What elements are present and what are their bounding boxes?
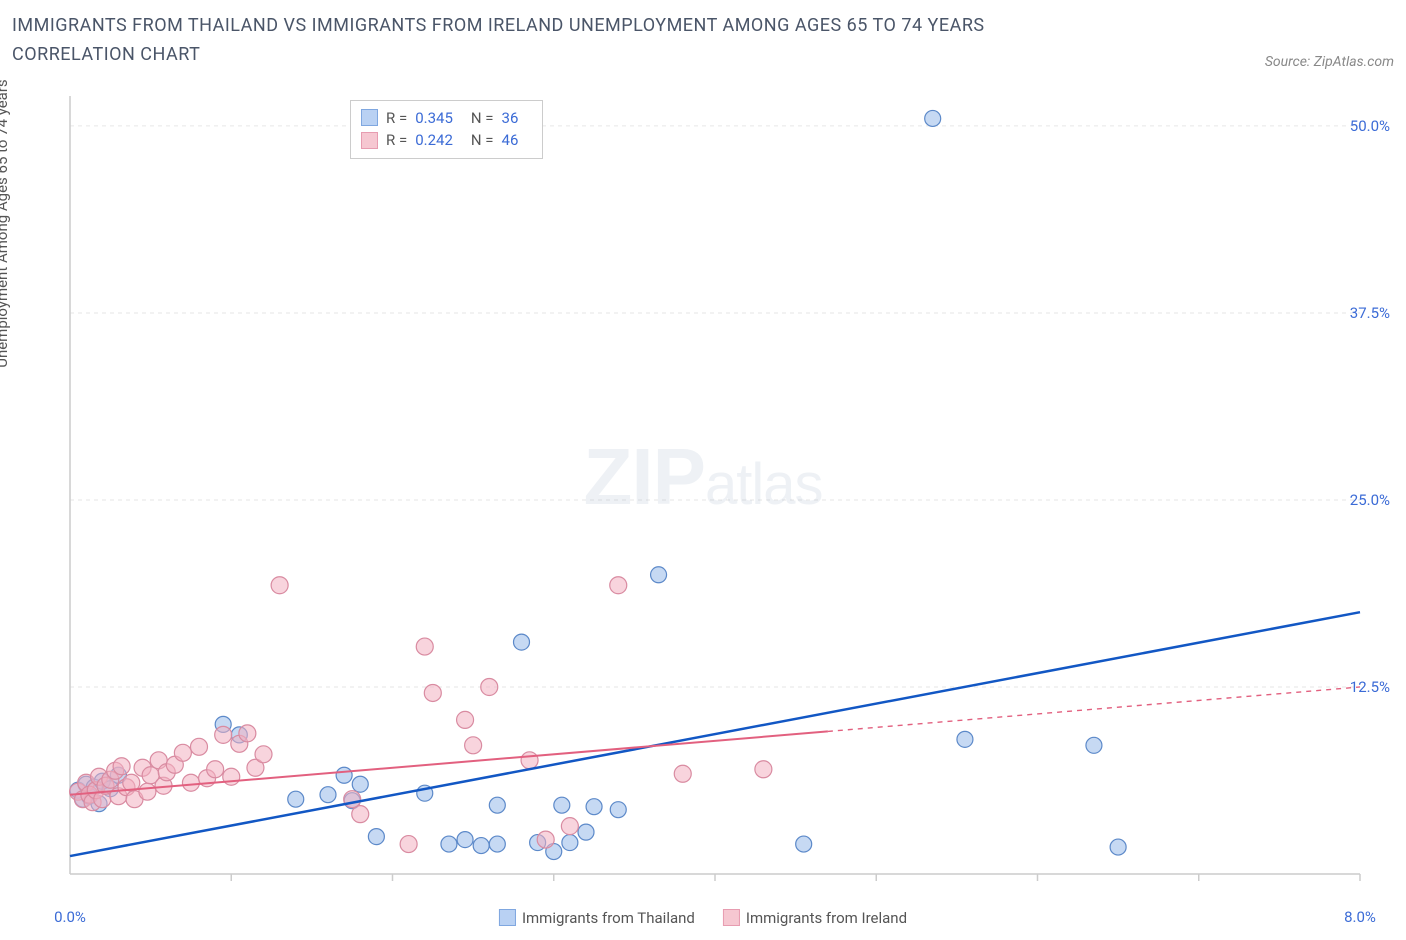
y-axis-label: Unemployment Among Ages 65 to 74 years [0,79,11,367]
correlation-legend: R =0.345 N =36 R =0.242 N =46 [350,100,543,159]
source-attribution: Source: ZipAtlas.com [1265,54,1394,70]
legend-item: Immigrants from Ireland [723,909,907,927]
y-tick: 37.5% [1350,304,1390,322]
x-tick: 0.0% [54,908,86,926]
y-tick: 50.0% [1350,117,1390,135]
y-tick: 25.0% [1350,491,1390,509]
legend-row: R =0.345 N =36 [361,107,528,130]
correlation-chart: Unemployment Among Ages 65 to 74 years Z… [12,78,1394,928]
series-legend: Immigrants from Thailand Immigrants from … [499,909,907,927]
legend-item: Immigrants from Thailand [499,909,695,927]
scatter-plot-svg [12,78,1394,928]
chart-title: IMMIGRANTS FROM THAILAND VS IMMIGRANTS F… [12,12,1112,70]
y-tick: 12.5% [1350,678,1390,696]
x-tick: 8.0% [1344,908,1376,926]
legend-row: R =0.242 N =46 [361,129,528,152]
